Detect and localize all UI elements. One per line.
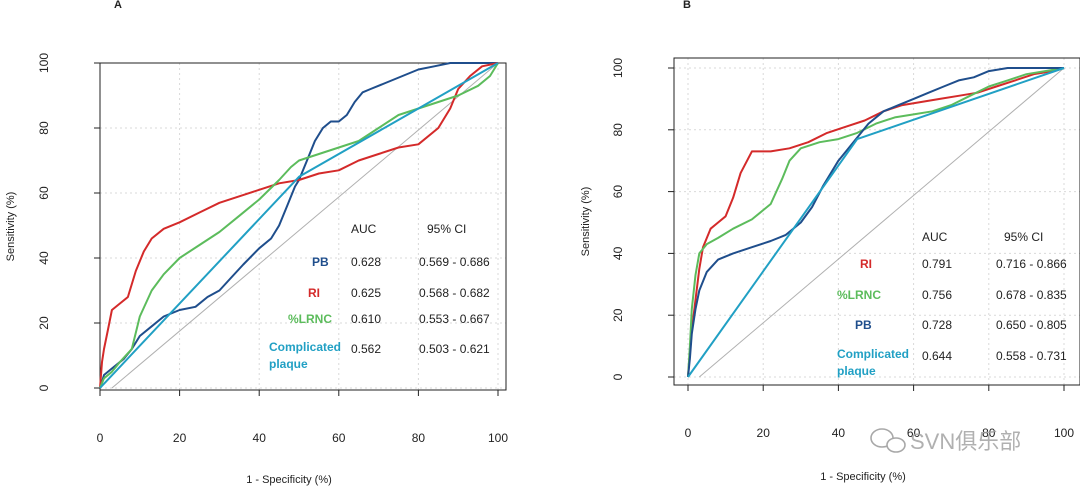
x-tick-label: 60 <box>332 431 346 445</box>
y-tick-label: 100 <box>37 53 51 73</box>
y-axis-title: Sensitivity (%) <box>580 187 592 257</box>
table-header-ci: 95% CI <box>1004 230 1043 244</box>
legend-name-pb: PB <box>312 255 329 269</box>
x-tick-label: 0 <box>685 426 692 440</box>
x-tick-label: 80 <box>412 431 426 445</box>
y-tick-label: 40 <box>37 251 51 265</box>
legend-name-complicated-plaque: Complicated <box>837 347 909 361</box>
x-tick-label: 80 <box>982 426 996 440</box>
auc-value-ri: 0.791 <box>922 257 952 271</box>
legend-name-ri: RI <box>860 257 872 271</box>
legend-name-complicated-plaque-line2: plaque <box>837 364 876 378</box>
table-header-auc: AUC <box>351 222 377 236</box>
wechat-icon <box>870 428 906 453</box>
roc-panel-b: B 0 20 40 60 80 100 0 20 40 60 80 100 Sensitivity (%)… <box>580 0 1080 483</box>
x-axis-title: 1 - Specificity (%) <box>820 471 906 483</box>
watermark-text: SVN俱乐部 <box>910 429 1021 454</box>
roc-curve-ri <box>687 67 1065 378</box>
ci-value--lrnc: 0.553 - 0.667 <box>419 312 490 326</box>
panel-label: A <box>114 0 122 11</box>
x-tick-label: 100 <box>488 431 508 445</box>
ci-value-ri: 0.716 - 0.866 <box>996 257 1067 271</box>
y-tick-label: 0 <box>37 384 51 391</box>
auc-value-complicated-plaque: 0.562 <box>351 342 381 356</box>
x-tick-label: 0 <box>97 431 104 445</box>
y-tick-label: 80 <box>37 121 51 135</box>
y-tick-label: 100 <box>611 58 625 78</box>
legend-name--lrnc: %LRNC <box>288 312 332 326</box>
wechat-bubble-small <box>886 437 906 453</box>
x-tick-label: 40 <box>832 426 846 440</box>
roc-curve-pb <box>99 62 498 389</box>
reference-diagonal <box>698 67 1065 378</box>
y-tick-label: 20 <box>37 316 51 330</box>
roc-curve-ri <box>99 62 499 389</box>
roc-curve--lrnc <box>99 62 499 389</box>
x-axis-title: 1 - Specificity (%) <box>246 474 332 486</box>
y-tick-label: 20 <box>611 308 625 322</box>
auc-value--lrnc: 0.756 <box>922 288 952 302</box>
panel-label: B <box>683 0 691 11</box>
table-header-auc: AUC <box>922 230 948 244</box>
table-header-ci: 95% CI <box>427 222 466 236</box>
roc-curve-complicated-plaque <box>99 62 499 389</box>
roc-curve-complicated-plaque <box>687 67 1065 378</box>
x-tick-label: 20 <box>173 431 187 445</box>
y-tick-label: 80 <box>611 123 625 137</box>
ci-value-ri: 0.568 - 0.682 <box>419 286 490 300</box>
legend-name-complicated-plaque-line2: plaque <box>269 357 308 371</box>
ci-value--lrnc: 0.678 - 0.835 <box>996 288 1067 302</box>
y-tick-label: 40 <box>611 246 625 260</box>
ci-value-complicated-plaque: 0.558 - 0.731 <box>996 349 1067 363</box>
x-tick-label: 20 <box>757 426 771 440</box>
watermark: SVN俱乐部 <box>870 428 1021 454</box>
y-tick-label: 0 <box>611 373 625 380</box>
x-tick-label: 40 <box>253 431 267 445</box>
legend-name-complicated-plaque: Complicated <box>269 340 341 354</box>
x-tick-label: 100 <box>1054 426 1074 440</box>
reference-diagonal <box>111 62 499 389</box>
auc-value-ri: 0.625 <box>351 286 381 300</box>
plot-frame <box>99 62 507 391</box>
y-tick-label: 60 <box>37 186 51 200</box>
auc-value-pb: 0.728 <box>922 318 952 332</box>
plot-frame <box>673 57 1080 386</box>
x-tick-label: 60 <box>907 426 921 440</box>
ci-value-complicated-plaque: 0.503 - 0.621 <box>419 342 490 356</box>
y-tick-label: 60 <box>611 185 625 199</box>
legend-name-ri: RI <box>308 286 320 300</box>
legend-name-pb: PB <box>855 318 872 332</box>
roc-panel-a: A 0 20 40 60 80 100 0 20 40 60 80 100 Sensitivity (%)… <box>5 0 508 486</box>
auc-value--lrnc: 0.610 <box>351 312 381 326</box>
ci-value-pb: 0.650 - 0.805 <box>996 318 1067 332</box>
auc-value-complicated-plaque: 0.644 <box>922 349 952 363</box>
roc-curve--lrnc <box>687 67 1065 378</box>
ci-value-pb: 0.569 - 0.686 <box>419 255 490 269</box>
legend-name--lrnc: %LRNC <box>837 288 881 302</box>
y-axis-title: Sensitivity (%) <box>5 192 17 262</box>
auc-value-pb: 0.628 <box>351 255 381 269</box>
